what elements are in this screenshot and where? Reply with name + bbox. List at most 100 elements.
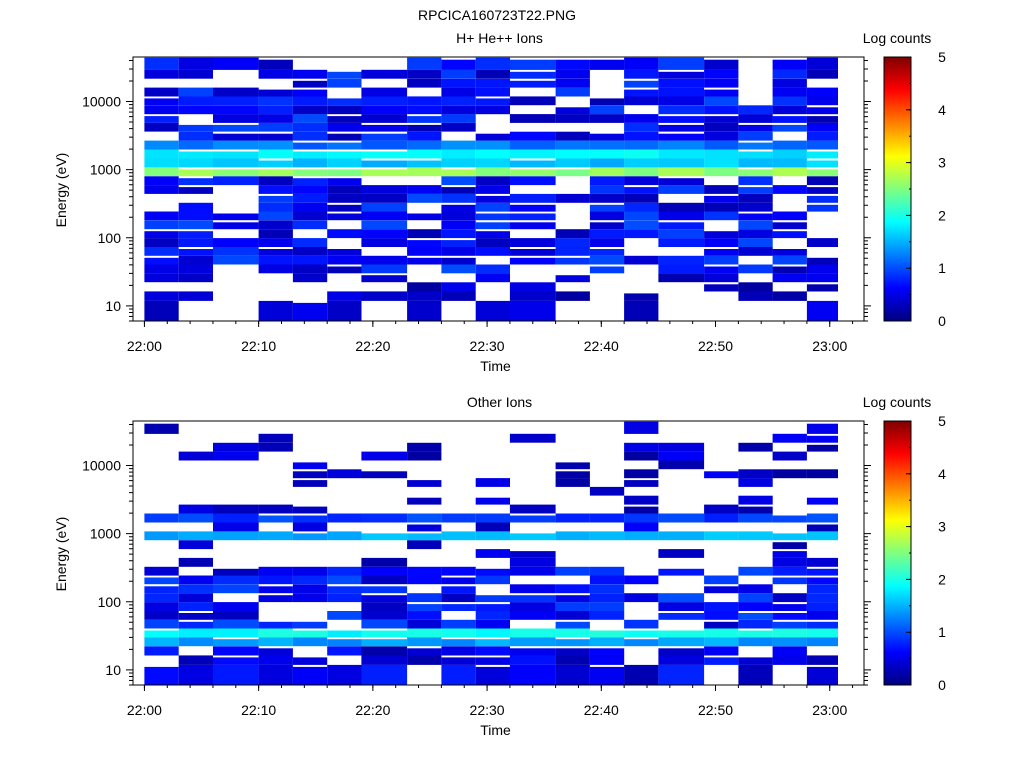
heatmap-cell [624, 442, 659, 452]
heatmap-cell [624, 480, 659, 487]
heatmap-cell [704, 185, 739, 194]
heatmap-cell [144, 176, 179, 186]
heatmap-cell [327, 575, 362, 585]
heatmap-cell [258, 69, 293, 79]
heatmap-cell [806, 524, 838, 532]
heatmap-cell [509, 611, 556, 620]
x-tick-label: 22:40 [584, 702, 619, 718]
heatmap-cell [738, 291, 773, 301]
heatmap-cell [327, 169, 362, 177]
heatmap-cell [509, 655, 556, 665]
heatmap-cell [624, 122, 659, 132]
heatmap-cell [555, 131, 590, 141]
heatmap-cell [327, 71, 362, 79]
heatmap-cell [772, 116, 807, 123]
heatmap-cell [144, 531, 179, 541]
y-axis-label: Energy (eV) [53, 517, 69, 592]
heatmap-cell [772, 291, 807, 301]
heatmap-cell [178, 540, 213, 550]
heatmap-cell [178, 105, 213, 115]
heatmap-cell [407, 451, 442, 461]
heatmap-cell [258, 504, 293, 514]
heatmap-cell [258, 575, 293, 585]
heatmap-cell [361, 202, 408, 212]
heatmap-cell [361, 451, 408, 461]
heatmap-cell [475, 549, 510, 558]
heatmap-cell [475, 568, 510, 576]
heatmap-cell [658, 71, 705, 79]
heatmap-cell [292, 302, 328, 321]
heatmap-cell [704, 202, 739, 212]
heatmap-cell [624, 531, 659, 541]
heatmap-cell [624, 149, 659, 159]
heatmap-cell [327, 78, 362, 88]
heatmap-cell [475, 87, 510, 97]
heatmap-cell [178, 273, 213, 283]
heatmap-cell [475, 639, 510, 647]
heatmap-cell [258, 89, 293, 97]
heatmap-cell [292, 515, 328, 523]
heatmap-cell [213, 114, 259, 123]
heatmap-cell [361, 639, 408, 647]
heatmap-cell [772, 249, 807, 256]
figure-title: RPCICA160723T22.PNG [418, 7, 576, 23]
heatmap-cell [704, 105, 739, 115]
heatmap-cell [292, 666, 328, 685]
heatmap-cell [213, 442, 259, 452]
colorbar-tick-label: 5 [938, 49, 946, 65]
heatmap-cell [292, 506, 328, 514]
heatmap-cell [806, 568, 838, 576]
heatmap-cell [624, 639, 659, 647]
heatmap-cell [772, 604, 807, 611]
heatmap-cell [589, 655, 625, 665]
heatmap-cell [738, 506, 773, 514]
heatmap-cell [361, 575, 408, 585]
heatmap-cell [658, 513, 705, 523]
heatmap-cell [441, 604, 476, 611]
heatmap-cell [658, 264, 705, 274]
heatmap-cell [361, 471, 408, 479]
heatmap-cell [178, 57, 213, 70]
heatmap-cell [624, 506, 659, 514]
heatmap-cell [292, 264, 328, 274]
heatmap-cell [327, 142, 362, 150]
heatmap-cell [589, 185, 625, 194]
heatmap-cell [475, 105, 510, 115]
heatmap-cell [361, 602, 408, 611]
heatmap-cell [144, 666, 179, 685]
heatmap-cell [589, 637, 625, 647]
heatmap-cell [258, 664, 293, 685]
heatmap-cell [407, 497, 442, 505]
heatmap-cell [772, 469, 807, 479]
heatmap-cell [772, 158, 807, 168]
heatmap-cell [292, 637, 328, 647]
y-tick-label: 100 [98, 230, 122, 246]
heatmap-cell [441, 229, 476, 239]
heatmap-cell [441, 220, 476, 230]
heatmap-cell [407, 213, 442, 221]
heatmap-cell [144, 105, 179, 115]
heatmap-cell [475, 522, 510, 532]
heatmap-cell [407, 124, 442, 132]
heatmap-cell [292, 593, 328, 603]
heatmap-cell [772, 167, 807, 177]
heatmap-cell [624, 229, 659, 239]
heatmap-cell [772, 211, 807, 221]
heatmap-cell [555, 291, 590, 301]
heatmap-cell [658, 602, 705, 611]
heatmap-cell [806, 444, 838, 452]
heatmap-cell [509, 213, 556, 221]
heatmap-cell [292, 142, 328, 150]
heatmap-cell [738, 469, 773, 479]
heatmap-cell [704, 513, 739, 523]
x-tick-label: 23:00 [812, 702, 847, 718]
heatmap-cell [509, 114, 556, 123]
heatmap-cell [704, 586, 739, 594]
heatmap-cell [292, 630, 328, 638]
heatmap-cell [738, 282, 773, 292]
heatmap-cell [144, 264, 179, 274]
heatmap-cell [178, 69, 213, 79]
heatmap-cell [738, 247, 773, 256]
heatmap-cell [658, 460, 705, 470]
